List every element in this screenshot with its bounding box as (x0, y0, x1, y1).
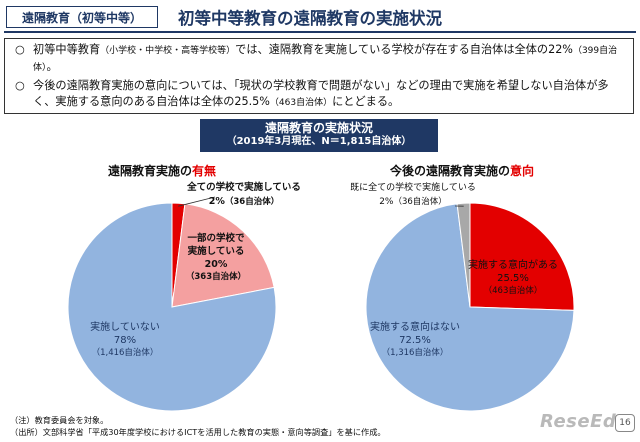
right-title-highlight: 意向 (510, 164, 535, 178)
footnote-source: （出所）文部科学省「平成30年度学校におけるICTを活用した教育の実態・意向等調… (10, 427, 386, 437)
resed-logo: ReseEd (540, 411, 617, 432)
pie2-slice-1-label: 実施する意向がある 25.5%（463自治体） (468, 258, 558, 296)
bullet1-main: 初等中等教育 (33, 43, 101, 56)
bullet1-paren: （小学校・中学校・高等学校等） (100, 46, 236, 56)
pie1-slice-2 (171, 203, 275, 308)
pie2-slice-1 (469, 202, 575, 311)
bullet2-main: 今後の遠隔教育実施の意向については、「現状の学校教育で問題がない」などの理由で実… (33, 79, 609, 108)
right-title-prefix: 今後の遠隔教育実施の (390, 164, 511, 178)
bullet-text: 初等中等教育（小学校・中学校・高等学校等）では、遠隔教育を実施している学校が存在… (33, 42, 625, 76)
pie1-slice-2-label: 一部の学校で実施している 20%（363自治体） (186, 232, 246, 282)
pie2-slice-2-label: 実施する意向はない 72.5%（1,316自治体） (370, 320, 460, 358)
pie2-slice-3 (456, 202, 471, 308)
pie2-slice-2 (365, 203, 575, 412)
pie2-slice-3-label: 既に全ての学校で実施している 2%（36自治体） (350, 181, 476, 207)
summary-bullet-1: ○ 初等中等教育（小学校・中学校・高等学校等）では、遠隔教育を実施している学校が… (15, 42, 625, 76)
bullet1-end: 。 (46, 60, 58, 73)
banner-subtitle: （2019年3月現在、N＝1,815自治体） (226, 136, 412, 147)
pie1-leader-line (178, 196, 216, 207)
summary-bullet-2: ○ 今後の遠隔教育実施の意向については、「現状の学校教育で問題がない」などの理由… (15, 78, 625, 111)
bullet-mark: ○ (15, 79, 25, 92)
page-title: 初等中等教育の遠隔教育の実施状況 (178, 9, 442, 28)
pie1-slice-3 (67, 202, 277, 412)
bullet2-end: にとどまる。 (332, 95, 400, 108)
banner-title: 遠隔教育の実施状況 (264, 121, 373, 135)
left-chart-title: 遠隔教育実施の有無 (108, 162, 216, 179)
pie1-slice-1-label: 全ての学校で実施している 2%（36自治体） (186, 181, 301, 207)
left-title-highlight: 有無 (192, 164, 217, 178)
page-number: 16 (615, 414, 635, 432)
footnotes: （注）教育委員会を対象。 （出所）文部科学省「平成30年度学校におけるICTを活… (10, 414, 386, 438)
bullet-text: 今後の遠隔教育実施の意向については、「現状の学校教育で問題がない」などの理由で実… (33, 78, 625, 111)
right-chart-title: 今後の遠隔教育実施の意向 (390, 162, 534, 179)
left-title-prefix: 遠隔教育実施の (108, 164, 193, 178)
footnote-note: （注）教育委員会を対象。 (10, 415, 109, 425)
pie1-slice-3-label: 実施していない 78%（1,416自治体） (90, 320, 160, 358)
section-tag: 遠隔教育（初等中等） (6, 6, 158, 28)
bullet2-count: （463自治体） (269, 98, 333, 108)
bullet1-rest: では、遠隔教育を実施している学校が存在する自治体は全体の22% (235, 43, 573, 56)
chart-banner: 遠隔教育の実施状況 （2019年3月現在、N＝1,815自治体） (200, 119, 438, 152)
bullet1-count: （399自治体） (33, 46, 618, 73)
summary-box: ○ 初等中等教育（小学校・中学校・高等学校等）では、遠隔教育を実施している学校が… (4, 38, 634, 114)
bullet-mark: ○ (15, 43, 25, 56)
title-rule (4, 31, 636, 33)
